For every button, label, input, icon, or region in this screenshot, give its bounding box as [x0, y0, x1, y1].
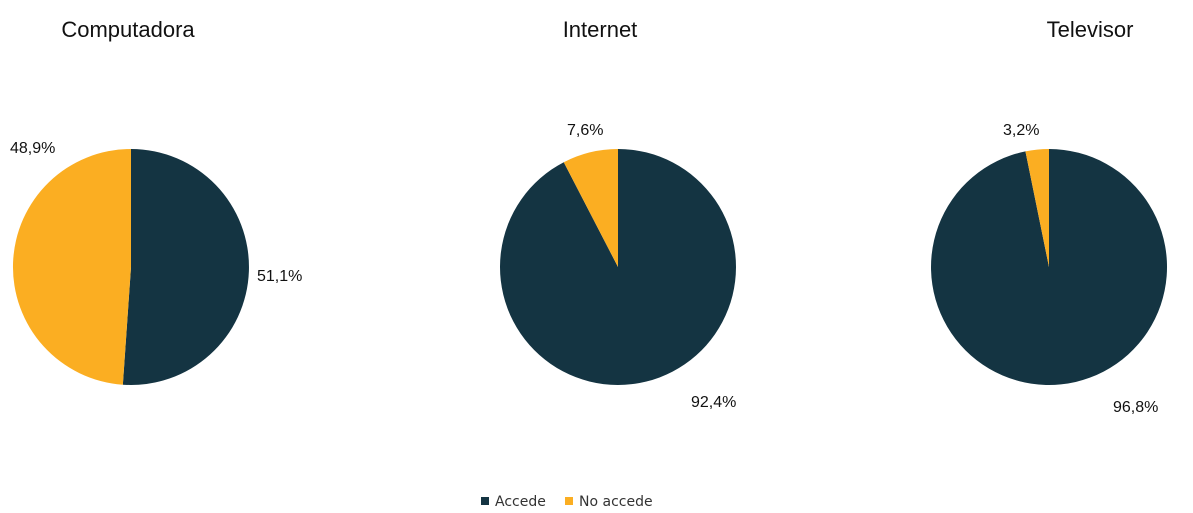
data-label-computadora-accede: 51,1% [257, 268, 302, 285]
legend-swatch-accede [481, 497, 489, 505]
pie-slice-televisor-no-accede [1025, 149, 1049, 267]
data-label-computadora-no-accede: 48,9% [10, 140, 55, 157]
legend-label-accede: Accede [495, 494, 546, 510]
pie-slice-televisor-accede [931, 149, 1168, 385]
pie-slices-internet [500, 149, 737, 385]
legend-swatch-no-accede [565, 497, 573, 505]
pie-slices-computadora [12, 148, 249, 385]
data-label-internet-accede: 92,4% [691, 394, 736, 411]
pie-slices-televisor [931, 149, 1168, 385]
pie-chart-computadora: Computadora 51,1% 48,9% [10, 17, 302, 385]
pie-slice-internet-accede [500, 149, 737, 385]
pie-slice-computadora-accede [122, 149, 249, 385]
data-label-televisor-accede: 96,8% [1113, 399, 1158, 416]
chart-title-computadora: Computadora [61, 17, 195, 42]
data-label-internet-no-accede: 7,6% [567, 122, 603, 139]
chart-title-televisor: Televisor [1047, 17, 1134, 42]
legend-label-no-accede: No accede [579, 494, 653, 510]
pie-chart-televisor: Televisor 96,8% 3,2% [931, 17, 1168, 416]
pie-slice-internet-no-accede [563, 149, 618, 267]
data-label-televisor-no-accede: 3,2% [1003, 122, 1039, 139]
pie-slice-computadora-no-accede [12, 148, 132, 385]
pie-chart-internet: Internet 92,4% 7,6% [500, 17, 736, 411]
legend: Accede No accede [481, 494, 653, 510]
chart-title-internet: Internet [563, 17, 638, 42]
